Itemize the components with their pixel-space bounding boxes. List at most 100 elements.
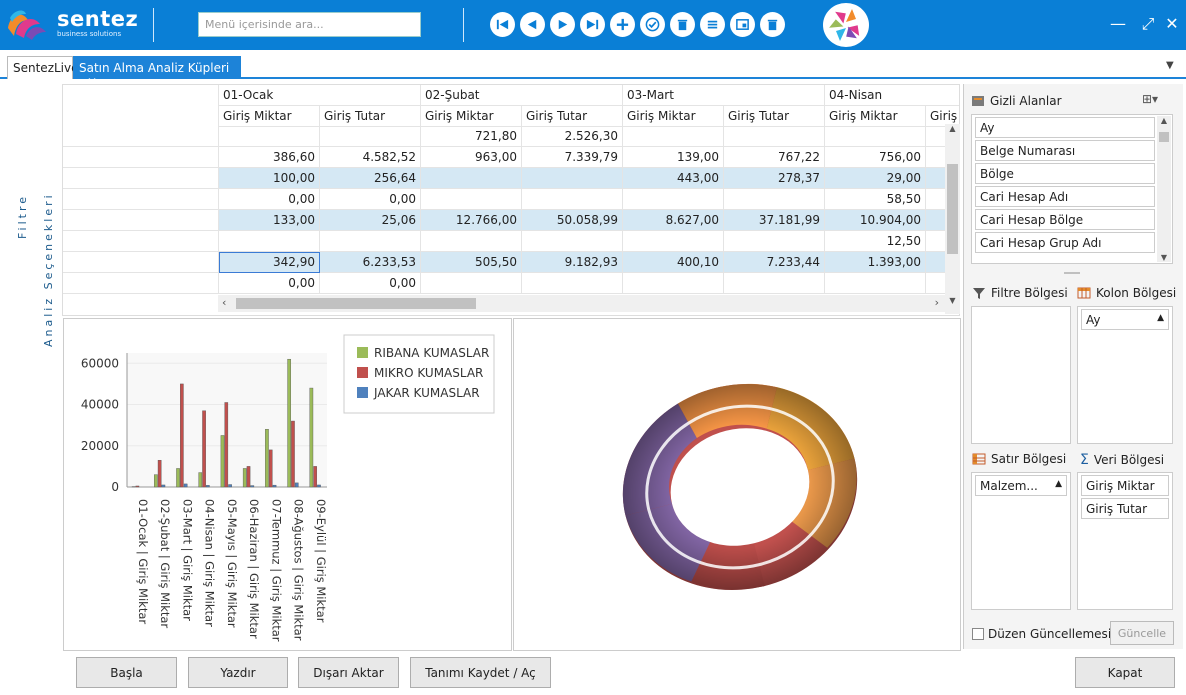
tab-sentezlive[interactable]: SentezLive [7,56,79,79]
grid-cell[interactable]: 7.339,79 [522,147,623,168]
hidden-field-item[interactable]: Cari Hesap Bölge [975,209,1155,230]
next-record-button[interactable] [550,12,575,37]
tab-purchase-analysis[interactable]: Satın Alma Analiz Küpleri ✕ [73,56,241,89]
grid-cell[interactable]: 6.233,53 [320,252,421,273]
grid-cell[interactable]: 133,00 [219,210,320,231]
grid-cell[interactable]: 29,00 [825,168,926,189]
grid-cell[interactable]: 8.627,00 [623,210,724,231]
row-header[interactable] [63,231,219,252]
grid-cell[interactable]: 443,00 [623,168,724,189]
row-header[interactable] [63,189,219,210]
grid-cell[interactable]: 12,50 [825,231,926,252]
row-header[interactable] [63,252,219,273]
preview-button[interactable] [730,12,755,37]
row-header[interactable] [63,210,219,231]
row-header[interactable] [63,147,219,168]
grid-cell[interactable] [421,189,522,210]
export-button[interactable]: Dışarı Aktar [298,657,399,688]
layout-menu-icon[interactable]: ⊞▾ [1142,92,1159,106]
row-header[interactable] [63,126,219,147]
data-field-quantity[interactable]: Giriş Miktar [1081,475,1169,496]
hidden-field-item[interactable]: Belge Numarası [975,140,1155,161]
grid-cell[interactable] [219,231,320,252]
sort-up-icon[interactable]: ▲ [1055,479,1062,489]
scroll-left-icon[interactable]: ‹ [222,296,227,309]
last-record-button[interactable] [580,12,605,37]
tab-menu-icon[interactable]: ▼ [1166,60,1174,71]
column-header[interactable]: Giriş Miktar [219,106,320,127]
save-definition-button[interactable]: Tanımı Kaydet / Aç [410,657,551,688]
menu-search-input[interactable]: Menü içerisinde ara... [198,12,421,37]
grid-cell[interactable] [320,126,421,147]
hidden-field-item[interactable]: Cari Hesap Grup Adı [975,232,1155,253]
splitter-handle[interactable] [1064,272,1080,274]
month-header[interactable]: 03-Mart [623,85,825,106]
grid-cell[interactable] [724,189,825,210]
scroll-down-icon[interactable]: ▼ [949,296,956,305]
trash-button[interactable] [760,12,785,37]
print-button[interactable]: Yazdır [188,657,288,688]
update-button[interactable]: Güncelle [1110,621,1174,645]
grid-cell[interactable] [623,231,724,252]
row-header[interactable] [63,273,219,294]
grid-cell[interactable]: 767,22 [724,147,825,168]
hidden-field-item[interactable]: Bölge [975,163,1155,184]
close-tab-icon[interactable]: ✕ [87,75,98,89]
row-area-box[interactable]: Malzem... ▲ [971,472,1071,610]
row-header[interactable] [63,168,219,189]
grid-cell[interactable] [623,126,724,147]
first-record-button[interactable] [490,12,515,37]
grid-cell[interactable]: 25,06 [320,210,421,231]
grid-cell[interactable]: 58,50 [825,189,926,210]
grid-cell[interactable]: 100,00 [219,168,320,189]
grid-cell[interactable]: 0,00 [219,273,320,294]
hidden-fields-list[interactable]: Ay Belge Numarası Bölge Cari Hesap Adı Cari … [971,114,1173,264]
month-header[interactable]: 01-Ocak [219,85,421,106]
column-header[interactable]: Giriş Tutar [320,106,421,127]
analysis-options-label[interactable]: Analiz Seçenekleri [42,192,55,347]
scroll-up-icon[interactable]: ▲ [949,124,956,133]
grid-cell[interactable]: 139,00 [623,147,724,168]
grid-cell[interactable]: 256,64 [320,168,421,189]
minimize-button[interactable]: — [1110,14,1126,33]
grid-cell[interactable]: 7.233,44 [724,252,825,273]
scroll-thumb[interactable] [236,298,476,309]
grid-cell[interactable]: 386,60 [219,147,320,168]
list-button[interactable] [700,12,725,37]
grid-cell[interactable] [522,231,623,252]
scroll-right-icon[interactable]: › [934,296,939,309]
close-button[interactable]: Kapat [1075,657,1175,688]
row-field-material[interactable]: Malzem... ▲ [975,475,1067,496]
grid-cell[interactable]: 278,37 [724,168,825,189]
data-field-amount[interactable]: Giriş Tutar [1081,498,1169,519]
column-field-ay[interactable]: Ay ▲ [1081,309,1169,330]
grid-cell[interactable]: 37.181,99 [724,210,825,231]
grid-cell[interactable]: 0,00 [320,273,421,294]
grid-cell[interactable]: 9.182,93 [522,252,623,273]
column-header[interactable]: Giriş Miktar [421,106,522,127]
column-header[interactable]: Giriş Tutar [926,106,959,127]
grid-cell[interactable] [926,273,959,294]
grid-cell[interactable] [724,231,825,252]
filter-area-box[interactable] [971,306,1071,444]
grid-cell[interactable] [623,273,724,294]
column-header[interactable]: Giriş Miktar [623,106,724,127]
scroll-up-icon[interactable]: ▲ [1160,116,1168,125]
grid-cell[interactable]: 12.766,00 [421,210,522,231]
grid-cell[interactable] [219,126,320,147]
grid-cell[interactable] [320,231,421,252]
grid-cell[interactable]: 1.393,00 [825,252,926,273]
defer-update-checkbox[interactable] [972,628,984,640]
horizontal-scrollbar[interactable]: ‹ › [218,295,945,312]
filter-label[interactable]: Filtre [16,193,29,239]
grid-cell[interactable]: 963,00 [421,147,522,168]
scroll-thumb[interactable] [1159,132,1169,142]
grid-cell[interactable] [926,147,959,168]
pivot-grid[interactable]: 01-Ocak 02-Şubat 03-Mart 04-Nisan Giriş Mikt… [62,84,960,316]
grid-cell[interactable]: 10.904,00 [825,210,926,231]
grid-cell[interactable]: 721,80 [421,126,522,147]
grid-cell[interactable] [522,189,623,210]
add-button[interactable] [610,12,635,37]
previous-record-button[interactable] [520,12,545,37]
grid-cell[interactable]: 0,00 [219,189,320,210]
